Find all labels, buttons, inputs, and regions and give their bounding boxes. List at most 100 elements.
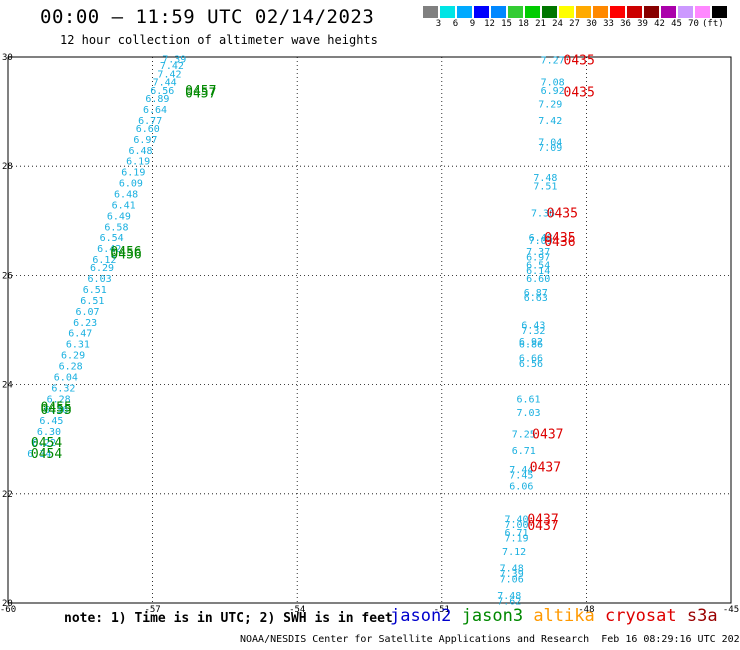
wave-height-label: 6.87 [524, 288, 548, 299]
wave-height-label: 6.23 [73, 318, 97, 329]
wave-height-label: 7.12 [502, 547, 526, 558]
legend-label: 3 [435, 19, 442, 29]
credit-line: NOAA/NESDIS Center for Satellite Applica… [240, 634, 740, 645]
wave-height-label: 6.58 [104, 222, 128, 233]
pass-label: 0435 [564, 54, 595, 69]
wave-height-label: 6.36 [44, 405, 68, 416]
y-tick-label: 22 [2, 490, 13, 500]
wave-height-label: 7.42 [157, 69, 181, 80]
wave-height-label: 6.97 [526, 252, 550, 263]
wave-height-label: 7.29 [538, 99, 562, 110]
x-tick-label: -48 [578, 605, 594, 615]
wave-height-label: 6.56 [150, 86, 174, 97]
pass-label: 0456 [110, 248, 141, 263]
wave-height-label: 6.89 [145, 94, 169, 105]
wave-height-label: 7.40 [504, 514, 528, 525]
y-tick-label: 20 [2, 599, 13, 609]
wave-height-label: 7.09 [529, 236, 553, 247]
legend-label: 9 [469, 19, 476, 29]
legend-label: 30 [586, 19, 597, 29]
wave-height-label: 7.42 [538, 116, 562, 127]
wave-height-label: 7.08 [541, 78, 565, 89]
x-tick-label: -60 [0, 605, 16, 615]
wave-height-label: 6.60 [526, 274, 550, 285]
page-subtitle: 12 hour collection of altimeter wave hei… [60, 33, 378, 47]
y-tick-label: 24 [2, 381, 13, 391]
legend-swatch [524, 5, 541, 19]
wave-height-label: 6.47 [68, 329, 92, 340]
wave-height-label: 6.04 [54, 372, 78, 383]
wave-height-label: 6.71 [512, 446, 536, 457]
wave-height-label: 7.44 [153, 78, 177, 89]
legend-swatch [490, 5, 507, 19]
wave-height-label: 7.37 [526, 247, 550, 258]
wave-height-label: 6.07 [75, 307, 99, 318]
wave-height-label: 6.29 [90, 263, 114, 274]
pass-label: 0437 [530, 461, 561, 476]
legend-swatch [711, 5, 728, 19]
wave-height-label: 6.28 [59, 361, 83, 372]
legend-label: 15 [501, 19, 512, 29]
wave-height-label: 6.45 [39, 416, 63, 427]
wave-height-label: 7.39 [500, 569, 524, 580]
wave-height-label: 7.48 [500, 564, 524, 575]
legend-labels: 3 6 9 12 15 18 21 24 27 30 33 36 39 42 45 70 (ft) [422, 19, 728, 29]
wave-height-label: 6.97 [133, 135, 157, 146]
legend-swatch [660, 5, 677, 19]
wave-height-label: 6.92 [541, 86, 565, 97]
pass-label: 0455 [41, 400, 72, 415]
wave-height-label: 6.09 [119, 179, 143, 190]
wave-height-label: 7.09 [538, 143, 562, 154]
wave-height-label: 7.62 [497, 596, 521, 607]
page-title: 00:00 – 11:59 UTC 02/14/2023 [40, 6, 375, 28]
wave-height-label: 6.51 [83, 285, 107, 296]
pass-label: 0454 [31, 436, 62, 451]
wave-height-label: 7.27 [541, 56, 565, 67]
legend-swatch [694, 5, 711, 19]
wave-height-label: 7.00 [504, 520, 528, 531]
legend-swatch [677, 5, 694, 19]
legend-swatch [592, 5, 609, 19]
y-tick-label: 30 [2, 53, 13, 63]
legend-label: 33 [603, 19, 614, 29]
wave-height-label: 7.03 [517, 408, 541, 419]
legend-swatch [609, 5, 626, 19]
pass-label: 0437 [527, 519, 558, 534]
wave-height-label: 6.29 [61, 351, 85, 362]
legend-label: 70 [688, 19, 699, 29]
satellite-cryosat: cryosat [604, 606, 687, 626]
wave-height-label: 6.61 [517, 394, 541, 405]
legend-swatch [541, 5, 558, 19]
wave-height-label: 7.25 [512, 430, 536, 441]
wave-height-label: 6.41 [112, 200, 136, 211]
wave-height-label: 6.64 [143, 105, 167, 116]
legend-label: 6 [452, 19, 459, 29]
pass-label: 0457 [185, 86, 216, 101]
wave-height-label: 6.71 [504, 528, 528, 539]
wave-height-label: 6.06 [509, 482, 533, 493]
x-tick-label: -57 [144, 605, 160, 615]
satellite-jason2: jason2 [390, 606, 462, 626]
legend-label: 18 [518, 19, 529, 29]
legend-swatch [643, 5, 660, 19]
x-tick-label: -45 [723, 605, 739, 615]
satellite-legend: jason2 jason3 altika cryosat s3a [390, 606, 718, 626]
wave-height-label: 6.86 [519, 340, 543, 351]
legend-label: 12 [484, 19, 495, 29]
legend-label: 21 [535, 19, 546, 29]
wave-height-label: 6.12 [92, 255, 116, 266]
wave-height-label: 7.45 [509, 471, 533, 482]
wave-height-label: 6.49 [107, 211, 131, 222]
legend-swatches [422, 5, 728, 19]
wave-height-label: 6.60 [136, 124, 160, 135]
wave-height-label: 7.04 [538, 138, 562, 149]
pass-label: 0437 [527, 512, 558, 527]
y-tick-label: 26 [2, 271, 13, 281]
wave-height-label: 6.30 [37, 427, 61, 438]
wave-height-label: 6.48 [129, 146, 153, 157]
legend-swatch [558, 5, 575, 19]
wave-height-label: 7.39 [162, 55, 186, 66]
wave-height-label: 6.48 [114, 190, 138, 201]
legend-label: 24 [552, 19, 563, 29]
